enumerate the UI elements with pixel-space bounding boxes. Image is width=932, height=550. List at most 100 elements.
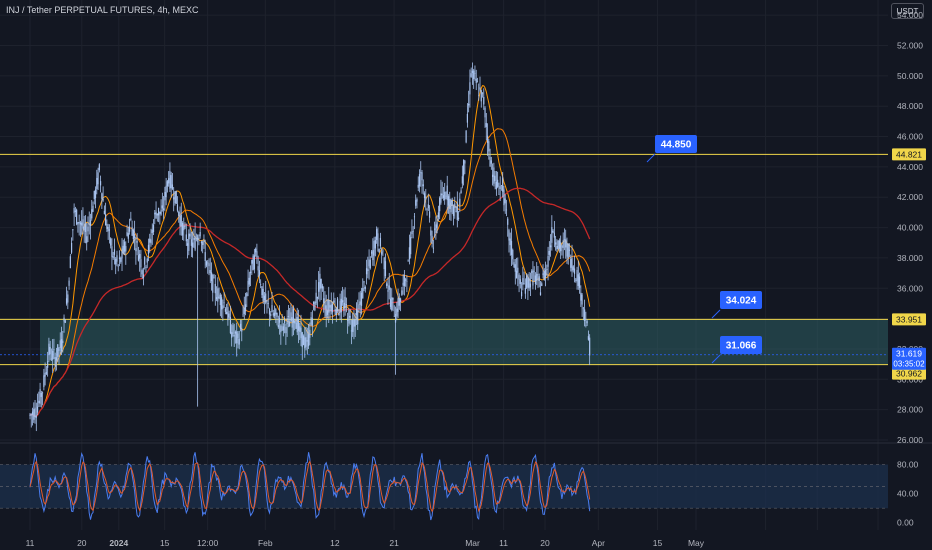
currency-button[interactable]: USDT bbox=[891, 3, 924, 19]
candle-body bbox=[571, 257, 573, 272]
time-tick-label: 11 bbox=[26, 538, 35, 548]
candle-body bbox=[373, 240, 375, 256]
candle-body bbox=[495, 181, 497, 190]
candle-body bbox=[137, 255, 140, 261]
candle-body bbox=[355, 308, 358, 316]
candle-body bbox=[268, 309, 271, 315]
candle-body bbox=[319, 273, 321, 290]
candle-body bbox=[307, 334, 310, 347]
candle-body bbox=[584, 309, 586, 321]
candle-body bbox=[387, 290, 389, 292]
price-axis[interactable]: 26.00028.00030.00032.00034.00036.00038.0… bbox=[897, 10, 923, 528]
candle-body bbox=[262, 288, 264, 302]
candle-body bbox=[247, 280, 249, 291]
candle-body bbox=[384, 261, 387, 277]
candle-body bbox=[370, 251, 373, 254]
candle-body bbox=[265, 293, 267, 303]
candle-body bbox=[425, 196, 427, 200]
current-price-value: 31.619 bbox=[896, 349, 922, 359]
candle-body bbox=[589, 337, 591, 356]
candle-body bbox=[210, 272, 213, 282]
candle-body bbox=[475, 78, 477, 83]
candle-body bbox=[43, 375, 45, 388]
level-callout bbox=[655, 135, 697, 153]
chart-title: INJ / Tether PERPETUAL FUTURES, 4h, MEXC bbox=[6, 5, 199, 15]
candle-body bbox=[253, 255, 255, 270]
candle-body bbox=[408, 247, 411, 260]
candle-body bbox=[359, 301, 361, 305]
candle-body bbox=[229, 316, 232, 334]
candle-body bbox=[160, 209, 162, 215]
candle-body bbox=[471, 70, 474, 73]
time-axis[interactable]: 11 20 2024 15 12:00 Feb 12 21 Mar 11 20 Apr 15 May bbox=[26, 538, 705, 548]
candle-body bbox=[309, 329, 311, 338]
candle-body bbox=[150, 239, 152, 244]
candle-body bbox=[333, 300, 335, 303]
candle-body bbox=[549, 245, 552, 248]
candle-body bbox=[181, 222, 184, 236]
candle-body bbox=[128, 226, 131, 232]
candle-body bbox=[39, 388, 41, 404]
candle-body bbox=[266, 300, 268, 302]
candle-body bbox=[198, 238, 200, 239]
candle-body bbox=[339, 300, 341, 314]
candle-body bbox=[383, 257, 385, 270]
candle-body bbox=[570, 258, 572, 268]
candle-body bbox=[382, 250, 384, 252]
candle-body bbox=[523, 283, 525, 284]
candle-body bbox=[473, 70, 475, 80]
time-tick-label: 12 bbox=[330, 538, 340, 548]
candle-body bbox=[252, 255, 254, 271]
candle-body bbox=[526, 275, 528, 288]
candle-body bbox=[72, 229, 74, 231]
candle-body bbox=[348, 309, 350, 324]
candle-body bbox=[144, 257, 146, 265]
candle-body bbox=[171, 184, 174, 189]
candle-body bbox=[413, 216, 416, 218]
candle-body bbox=[435, 224, 437, 234]
level-callout-value: 31.066 bbox=[726, 341, 757, 352]
candle-body bbox=[537, 274, 539, 276]
candle-body bbox=[306, 340, 308, 342]
candle-body bbox=[38, 400, 40, 404]
candle-body bbox=[360, 292, 363, 306]
candle-body bbox=[492, 174, 494, 178]
candle-body bbox=[246, 293, 248, 297]
level-callouts[interactable]: 44.850 34.024 31.066 bbox=[646, 135, 762, 364]
candle-body bbox=[127, 233, 129, 239]
time-tick-label: 20 bbox=[540, 538, 550, 548]
candle-body bbox=[454, 203, 456, 208]
candle-body bbox=[358, 304, 360, 309]
candle-body bbox=[328, 299, 330, 313]
candle-body bbox=[407, 260, 409, 262]
candle-body bbox=[292, 308, 295, 323]
candle-body bbox=[374, 240, 376, 249]
candle-body bbox=[83, 226, 85, 231]
candle-body bbox=[505, 209, 508, 211]
candle-body bbox=[295, 322, 297, 329]
candle-body bbox=[445, 195, 447, 197]
candle-body bbox=[379, 237, 382, 247]
candle-body bbox=[146, 258, 148, 263]
candle-body bbox=[286, 317, 288, 325]
candle-body bbox=[284, 318, 286, 324]
candle-body bbox=[152, 224, 155, 232]
candle-body bbox=[113, 249, 116, 255]
candle-body bbox=[426, 209, 428, 211]
candle-body bbox=[354, 319, 356, 327]
candle-body bbox=[98, 164, 100, 171]
candle-body bbox=[184, 225, 186, 227]
candle-body bbox=[101, 193, 103, 199]
candle-body bbox=[84, 223, 87, 232]
price-tick-label: 44.000 bbox=[897, 162, 923, 172]
time-tick-label: 21 bbox=[389, 538, 399, 548]
candle-body bbox=[77, 222, 79, 225]
candle-body bbox=[444, 191, 446, 201]
candle-body bbox=[122, 245, 124, 254]
current-price-tag bbox=[892, 347, 926, 370]
candle-body bbox=[334, 309, 336, 312]
candle-body bbox=[560, 242, 562, 252]
candle-body bbox=[30, 414, 32, 416]
candle-body bbox=[60, 339, 63, 352]
